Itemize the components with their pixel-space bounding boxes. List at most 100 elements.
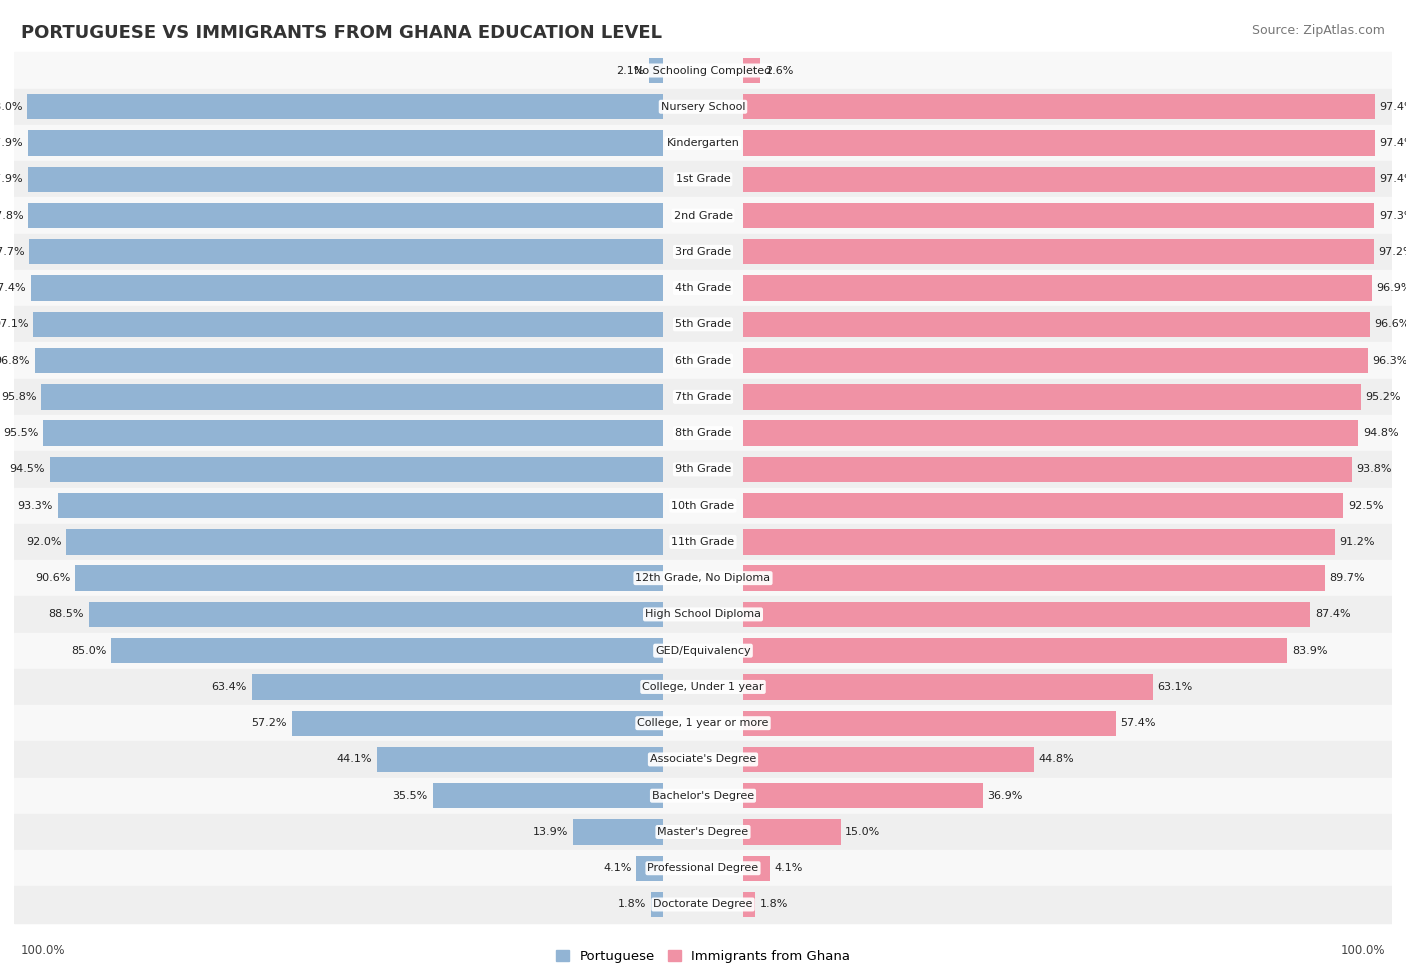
Text: 10th Grade: 10th Grade bbox=[672, 500, 734, 511]
Bar bbox=[75, 566, 662, 591]
Text: 8th Grade: 8th Grade bbox=[675, 428, 731, 438]
Bar bbox=[14, 378, 1392, 415]
Bar bbox=[744, 94, 1375, 120]
Bar bbox=[744, 420, 1358, 446]
Bar bbox=[651, 892, 662, 917]
Bar bbox=[252, 675, 662, 700]
Text: 96.8%: 96.8% bbox=[0, 356, 30, 366]
Bar bbox=[744, 203, 1375, 228]
Text: 91.2%: 91.2% bbox=[1340, 537, 1375, 547]
Text: College, Under 1 year: College, Under 1 year bbox=[643, 682, 763, 692]
Text: 95.2%: 95.2% bbox=[1365, 392, 1400, 402]
Bar bbox=[744, 602, 1310, 627]
Bar bbox=[14, 415, 1392, 451]
Bar bbox=[744, 638, 1288, 663]
Bar bbox=[744, 348, 1368, 373]
Bar bbox=[14, 342, 1392, 378]
Text: 83.9%: 83.9% bbox=[1292, 645, 1327, 655]
Text: 44.8%: 44.8% bbox=[1039, 755, 1074, 764]
Text: 63.1%: 63.1% bbox=[1157, 682, 1192, 692]
Bar bbox=[14, 669, 1392, 705]
Bar bbox=[14, 488, 1392, 524]
Bar bbox=[744, 783, 983, 808]
Bar bbox=[744, 892, 755, 917]
Text: 9th Grade: 9th Grade bbox=[675, 464, 731, 475]
Bar bbox=[744, 239, 1374, 264]
Text: 97.4%: 97.4% bbox=[1379, 175, 1406, 184]
Bar bbox=[572, 819, 662, 844]
Text: 7th Grade: 7th Grade bbox=[675, 392, 731, 402]
Text: 44.1%: 44.1% bbox=[336, 755, 373, 764]
Text: 2.1%: 2.1% bbox=[616, 65, 644, 75]
Bar bbox=[28, 167, 662, 192]
Bar bbox=[111, 638, 662, 663]
Bar bbox=[433, 783, 662, 808]
Text: 1st Grade: 1st Grade bbox=[676, 175, 730, 184]
Bar bbox=[14, 741, 1392, 778]
Text: High School Diploma: High School Diploma bbox=[645, 609, 761, 619]
Bar bbox=[14, 451, 1392, 488]
Bar bbox=[744, 493, 1343, 519]
Text: 3rd Grade: 3rd Grade bbox=[675, 247, 731, 256]
Bar bbox=[744, 675, 1153, 700]
Text: 97.3%: 97.3% bbox=[1379, 211, 1406, 220]
Text: 6th Grade: 6th Grade bbox=[675, 356, 731, 366]
Bar bbox=[35, 348, 662, 373]
Text: 35.5%: 35.5% bbox=[392, 791, 427, 800]
Text: Source: ZipAtlas.com: Source: ZipAtlas.com bbox=[1251, 24, 1385, 37]
Text: College, 1 year or more: College, 1 year or more bbox=[637, 719, 769, 728]
Text: Professional Degree: Professional Degree bbox=[647, 863, 759, 874]
Bar bbox=[744, 855, 770, 881]
Bar bbox=[14, 125, 1392, 161]
Bar bbox=[14, 778, 1392, 814]
Text: 13.9%: 13.9% bbox=[533, 827, 568, 837]
Text: 2.6%: 2.6% bbox=[765, 65, 793, 75]
Text: Kindergarten: Kindergarten bbox=[666, 138, 740, 148]
Bar bbox=[744, 131, 1375, 156]
Bar bbox=[49, 456, 662, 482]
Bar bbox=[744, 312, 1369, 337]
Text: 85.0%: 85.0% bbox=[72, 645, 107, 655]
Text: 57.4%: 57.4% bbox=[1121, 719, 1156, 728]
Bar bbox=[27, 94, 662, 120]
Text: 100.0%: 100.0% bbox=[1340, 945, 1385, 957]
Text: Associate's Degree: Associate's Degree bbox=[650, 755, 756, 764]
Text: 93.3%: 93.3% bbox=[17, 500, 53, 511]
Bar bbox=[14, 560, 1392, 597]
Text: 96.3%: 96.3% bbox=[1372, 356, 1406, 366]
Bar bbox=[744, 711, 1115, 736]
Text: 97.4%: 97.4% bbox=[0, 283, 27, 293]
Text: Doctorate Degree: Doctorate Degree bbox=[654, 900, 752, 910]
Text: 94.8%: 94.8% bbox=[1362, 428, 1399, 438]
Bar bbox=[28, 203, 662, 228]
Text: 36.9%: 36.9% bbox=[987, 791, 1022, 800]
Text: 97.1%: 97.1% bbox=[0, 320, 28, 330]
Text: Nursery School: Nursery School bbox=[661, 101, 745, 112]
Text: 15.0%: 15.0% bbox=[845, 827, 880, 837]
Bar bbox=[636, 855, 662, 881]
Bar bbox=[66, 529, 662, 555]
Text: No Schooling Completed: No Schooling Completed bbox=[634, 65, 772, 75]
Bar bbox=[744, 747, 1033, 772]
Text: 97.9%: 97.9% bbox=[0, 175, 22, 184]
Text: 90.6%: 90.6% bbox=[35, 573, 70, 583]
Text: 92.0%: 92.0% bbox=[25, 537, 62, 547]
Bar bbox=[14, 850, 1392, 886]
Bar bbox=[30, 239, 662, 264]
Text: 4.1%: 4.1% bbox=[775, 863, 803, 874]
Bar bbox=[14, 524, 1392, 560]
Text: 12th Grade, No Diploma: 12th Grade, No Diploma bbox=[636, 573, 770, 583]
Text: 57.2%: 57.2% bbox=[252, 719, 287, 728]
Text: 96.6%: 96.6% bbox=[1375, 320, 1406, 330]
Text: 93.8%: 93.8% bbox=[1357, 464, 1392, 475]
Bar bbox=[14, 270, 1392, 306]
Text: 88.5%: 88.5% bbox=[49, 609, 84, 619]
Text: 96.9%: 96.9% bbox=[1376, 283, 1406, 293]
Text: 97.4%: 97.4% bbox=[1379, 138, 1406, 148]
Text: PORTUGUESE VS IMMIGRANTS FROM GHANA EDUCATION LEVEL: PORTUGUESE VS IMMIGRANTS FROM GHANA EDUC… bbox=[21, 24, 662, 42]
Text: GED/Equivalency: GED/Equivalency bbox=[655, 645, 751, 655]
Text: 95.5%: 95.5% bbox=[3, 428, 38, 438]
Bar bbox=[14, 197, 1392, 234]
Bar bbox=[14, 234, 1392, 270]
Text: 89.7%: 89.7% bbox=[1330, 573, 1365, 583]
